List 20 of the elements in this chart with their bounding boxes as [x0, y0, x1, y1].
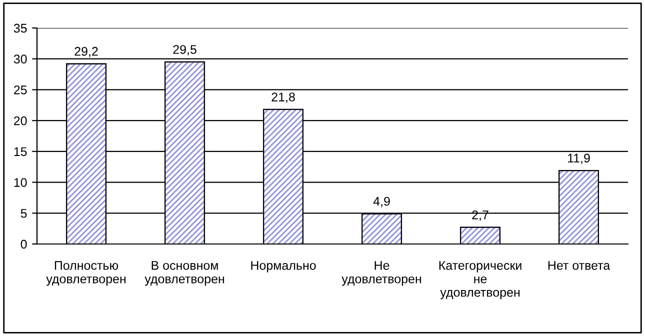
x-tick-label: В основном удовлетворен [144, 261, 224, 286]
y-tick-label: 0 [20, 240, 27, 249]
data-label: 29,2 [74, 46, 98, 58]
y-tick-label: 30 [14, 54, 27, 64]
data-label: 21,8 [272, 92, 295, 103]
y-tick-label: 35 [14, 24, 27, 33]
data-label: 4,9 [373, 196, 390, 208]
y-tick-label: 5 [20, 209, 27, 218]
y-tick-label: 15 [14, 147, 27, 156]
x-tick-label: Не удовлетворен [342, 261, 422, 286]
data-label: 29,5 [173, 45, 196, 56]
data-label: 11,9 [568, 154, 590, 164]
x-tick-label: Нормально [251, 261, 316, 272]
data-label: 2,7 [472, 210, 488, 221]
x-tick-label: Нет ответа [548, 261, 610, 270]
x-tick-label: Полностью удовлетворен [46, 261, 126, 286]
x-tick-label: Категорически не удовлетворен [439, 261, 522, 300]
y-tick-label: 20 [14, 116, 27, 126]
y-tick-label: 10 [14, 178, 27, 187]
y-tick-label: 25 [14, 86, 27, 94]
